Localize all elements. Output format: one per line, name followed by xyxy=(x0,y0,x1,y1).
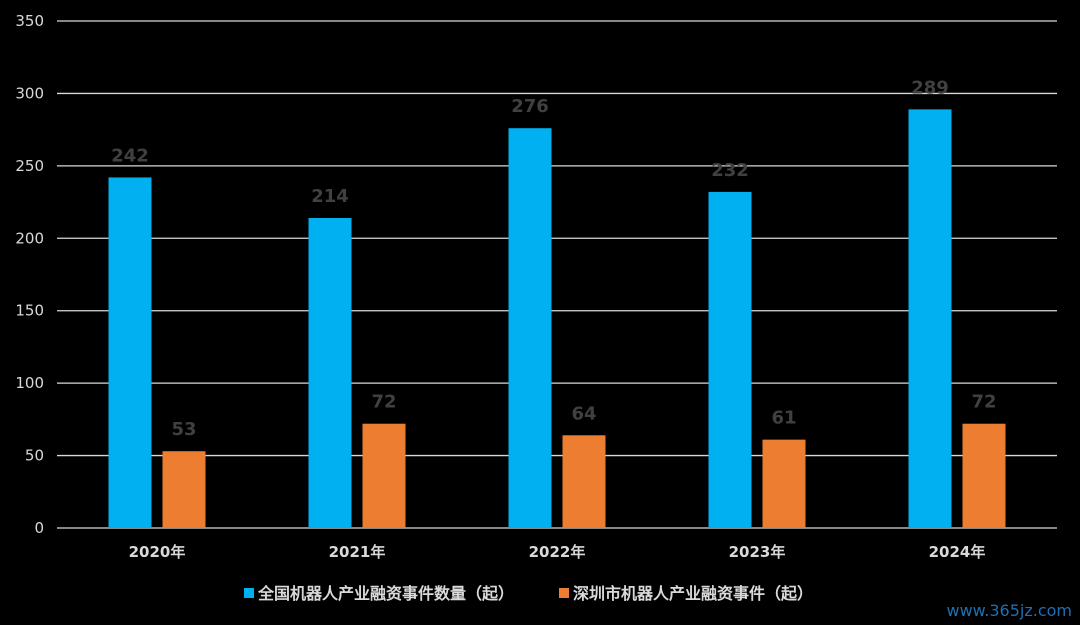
data-label: 214 xyxy=(311,186,349,207)
data-label: 289 xyxy=(911,77,949,98)
bar-national xyxy=(908,109,952,528)
y-tick-label: 50 xyxy=(25,447,44,465)
x-tick-label: 2022年 xyxy=(529,543,586,561)
y-tick-label: 250 xyxy=(15,157,44,175)
y-tick-label: 200 xyxy=(15,229,44,247)
data-label: 276 xyxy=(511,96,549,117)
bar-national xyxy=(108,177,152,528)
x-tick-label: 2023年 xyxy=(729,543,786,561)
bar-shenzhen xyxy=(762,439,806,528)
bar-shenzhen xyxy=(562,435,606,528)
watermark: www.365jz.com xyxy=(946,601,1072,620)
bar-shenzhen xyxy=(962,423,1006,528)
x-tick-label: 2021年 xyxy=(329,543,386,561)
legend-label: 全国机器人产业融资事件数量（起） xyxy=(257,584,514,603)
data-label: 61 xyxy=(771,408,796,429)
legend-label: 深圳市机器人产业融资事件（起） xyxy=(573,584,813,603)
legend-swatch xyxy=(244,588,254,598)
bar-national xyxy=(308,218,352,528)
data-label: 242 xyxy=(111,145,149,166)
data-label: 72 xyxy=(971,392,996,413)
y-tick-label: 150 xyxy=(15,302,44,320)
y-tick-label: 350 xyxy=(15,12,44,30)
data-label: 53 xyxy=(171,419,196,440)
y-tick-label: 100 xyxy=(15,374,44,392)
bar-shenzhen xyxy=(362,423,406,528)
x-tick-label: 2024年 xyxy=(929,543,986,561)
y-tick-label: 0 xyxy=(34,519,44,537)
bar-shenzhen xyxy=(162,451,206,528)
bar-national xyxy=(708,191,752,528)
legend-swatch xyxy=(559,588,569,598)
bar-national xyxy=(508,128,552,529)
y-tick-label: 300 xyxy=(15,84,44,102)
x-tick-label: 2020年 xyxy=(129,543,186,561)
data-label: 64 xyxy=(571,403,596,424)
data-label: 232 xyxy=(711,160,749,181)
data-label: 72 xyxy=(371,392,396,413)
